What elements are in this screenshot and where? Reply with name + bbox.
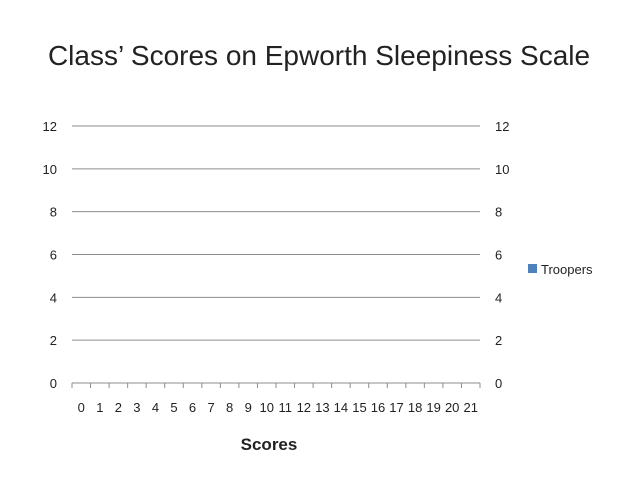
x-tick-label-20: 20 [445,400,459,415]
x-tick-label-14: 14 [334,400,348,415]
x-tick-label-13: 13 [315,400,329,415]
y-tick-label-8: 8 [50,205,57,220]
x-tick-label-1: 1 [96,400,103,415]
x-tick-label-9: 9 [245,400,252,415]
x-tick-label-15: 15 [352,400,366,415]
x-tick-label-0: 0 [78,400,85,415]
x-tick-label-5: 5 [170,400,177,415]
x-tick-label-6: 6 [189,400,196,415]
gridlines [72,125,480,384]
x-tick-label-18: 18 [408,400,422,415]
y-tick-label-0: 0 [50,376,57,391]
y2-tick-label-2: 2 [495,333,502,348]
y2-tick-label-4: 4 [495,290,502,305]
y-tick-label-2: 2 [50,333,57,348]
x-tick-label-7: 7 [207,400,214,415]
y2-tick-label-10: 10 [495,162,509,177]
legend-label-troopers: Troopers [541,262,593,277]
y-tick-label-10: 10 [43,162,57,177]
y-tick-label-6: 6 [50,248,57,263]
y-axis-right: 0 2 4 6 8 10 12 [495,119,509,391]
x-tick-label-4: 4 [152,400,159,415]
x-tick-label-19: 19 [426,400,440,415]
x-tick-labels: 0 1 2 3 4 5 6 7 8 9 10 11 12 13 14 15 16 17 18 19 20 21 [78,400,478,415]
y2-tick-label-12: 12 [495,119,509,134]
y2-tick-label-6: 6 [495,248,502,263]
y-axis-left: 0 2 4 6 8 10 12 [43,119,57,391]
x-tick-label-8: 8 [226,400,233,415]
y2-tick-label-8: 8 [495,205,502,220]
x-axis-label: Scores [241,435,298,454]
chart-title: Class’ Scores on Epworth Sleepiness Scal… [47,40,591,71]
x-tick-label-2: 2 [115,400,122,415]
legend-swatch-troopers [528,264,537,273]
x-tick-label-17: 17 [389,400,403,415]
x-tick-label-11: 11 [279,400,293,415]
x-tick-label-21: 21 [463,400,477,415]
legend: Troopers [528,262,593,277]
x-tick-label-3: 3 [133,400,140,415]
y-tick-label-4: 4 [50,290,57,305]
x-tick-label-10: 10 [259,400,273,415]
x-tick-label-12: 12 [297,400,311,415]
y-tick-label-12: 12 [43,119,57,134]
x-tick-label-16: 16 [371,400,385,415]
x-axis [71,382,481,388]
y2-tick-label-0: 0 [495,376,502,391]
